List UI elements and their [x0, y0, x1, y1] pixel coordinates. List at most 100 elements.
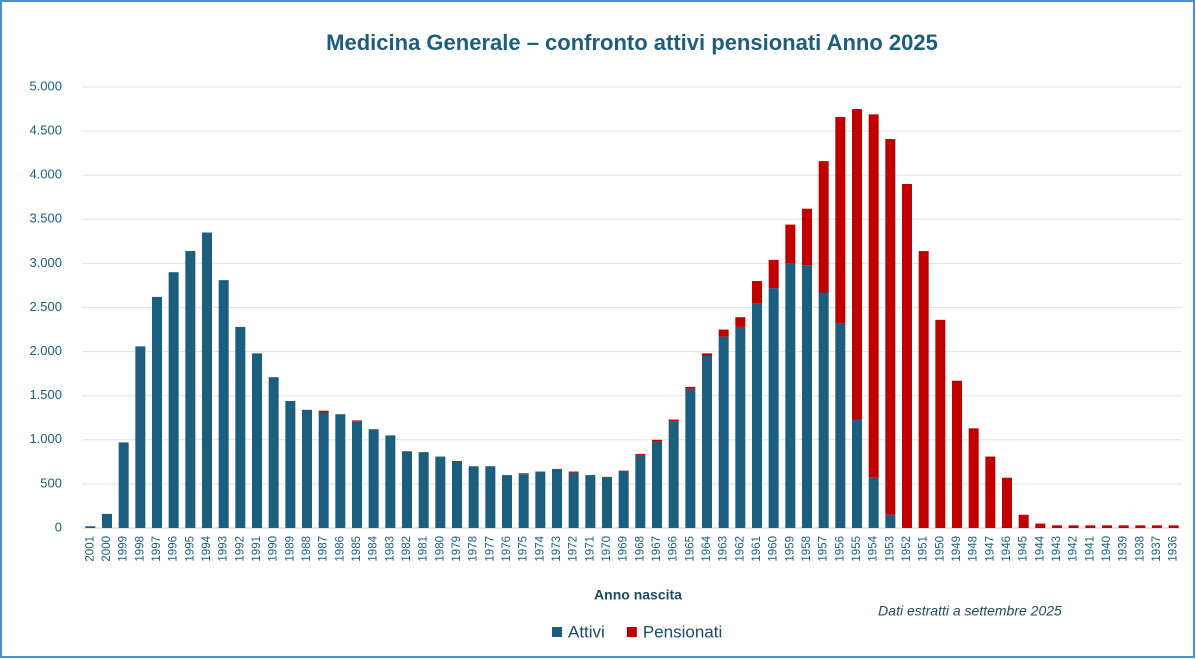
x-tick-label: 1966: [668, 536, 680, 562]
x-tick-label: 1947: [984, 536, 996, 562]
bar-segment: [802, 265, 812, 528]
bar-segment: [518, 474, 529, 528]
bar-segment: [602, 476, 612, 478]
x-tick-label: 1945: [1018, 536, 1030, 562]
legend-swatch: [626, 627, 637, 637]
bar-segment: [285, 400, 296, 528]
bar-segment: [718, 329, 729, 337]
x-axis-label: Anno nascita: [594, 587, 682, 603]
chart-title: Medicina Generale – confronto attivi pen…: [326, 30, 938, 55]
x-tick-label: 1936: [1168, 536, 1180, 562]
bar-segment: [685, 388, 696, 528]
bar-segment: [1135, 525, 1146, 528]
legend-swatch: [552, 627, 562, 637]
x-tick-label: 1995: [184, 536, 196, 562]
bar-segment: [968, 428, 979, 528]
bar-segment: [135, 346, 146, 528]
bar-segment: [835, 116, 846, 324]
x-tick-label: 1986: [334, 536, 346, 562]
bar-segment: [485, 466, 496, 528]
bar-segment: [202, 232, 212, 528]
bar-segment: [102, 513, 112, 528]
y-tick-label: 3.000: [29, 255, 62, 270]
x-tick-label: 1978: [468, 536, 480, 562]
x-tick-label: 1985: [351, 536, 363, 562]
bar-segment: [1052, 525, 1062, 528]
bar-segment: [935, 319, 946, 528]
bar-segment: [1118, 525, 1129, 528]
bar-segment: [652, 441, 662, 528]
x-tick-label: 1987: [318, 536, 330, 562]
bar-segment: [885, 514, 896, 528]
x-tick-label: 1975: [518, 536, 530, 562]
legend-label: Pensionati: [643, 622, 722, 641]
bar-segment: [702, 356, 712, 528]
x-tick-label: 1977: [484, 536, 496, 562]
x-tick-label: 1949: [951, 536, 963, 562]
x-tick-label: 1968: [634, 536, 646, 562]
x-tick-label: 1959: [784, 536, 796, 562]
bar-segment: [952, 380, 962, 528]
bar-segment: [885, 139, 896, 515]
x-tick-label: 1976: [501, 536, 513, 562]
x-tick-label: 1941: [1084, 536, 1096, 562]
bar-segment: [668, 421, 679, 528]
bar-segment: [1068, 525, 1079, 528]
x-tick-label: 1973: [551, 536, 563, 562]
bar-segment: [85, 526, 96, 528]
bar-segment: [402, 451, 412, 528]
bar-segment: [552, 468, 562, 470]
bar-segment: [1002, 477, 1012, 528]
bar-segment: [1102, 525, 1112, 528]
x-tick-label: 2001: [84, 536, 96, 562]
bar-segment: [252, 353, 262, 528]
bar-segment: [602, 477, 612, 528]
bar-segment: [868, 114, 879, 478]
bar-segment: [585, 475, 596, 528]
bar-segment: [535, 471, 546, 528]
bar-segment: [702, 353, 712, 357]
bar-segment: [218, 280, 229, 528]
x-tick-label: 1983: [384, 536, 396, 562]
bar-segment: [902, 184, 912, 528]
bar-segment: [768, 288, 779, 528]
bar-segment: [1035, 523, 1046, 528]
bar-segment: [668, 419, 679, 422]
x-tick-label: 1991: [251, 536, 263, 562]
bar-segment: [518, 473, 529, 475]
bar-segment: [468, 466, 479, 528]
x-tick-label: 1946: [1001, 536, 1013, 562]
bar-segment: [452, 461, 462, 528]
bar-segment: [985, 456, 996, 528]
x-tick-label: 1954: [868, 535, 880, 561]
x-tick-label: 1971: [584, 536, 596, 562]
x-tick-label: 1960: [768, 536, 780, 562]
bar-segment: [818, 161, 829, 293]
x-tick-label: 1957: [818, 536, 830, 562]
bar-segment: [568, 472, 579, 528]
x-tick-label: 1958: [801, 536, 813, 562]
x-tick-label: 1965: [684, 536, 696, 562]
bar-segment: [618, 470, 629, 472]
bar-segment: [118, 442, 129, 528]
x-tick-label: 1940: [1101, 536, 1113, 562]
y-tick-label: 2.500: [29, 299, 62, 314]
y-tick-label: 4.000: [29, 167, 62, 182]
bar-segment: [418, 452, 429, 528]
bar-segment: [185, 251, 196, 528]
x-tick-label: 1997: [151, 536, 163, 562]
bar-segment: [735, 326, 746, 528]
x-tick-label: 1982: [401, 536, 413, 562]
x-tick-label: 1950: [934, 536, 946, 562]
x-tick-label: 1962: [734, 536, 746, 562]
bar-segment: [502, 475, 512, 528]
bar-segment: [568, 471, 579, 473]
x-tick-label: 1969: [618, 536, 630, 562]
x-tick-label: 1979: [451, 536, 463, 562]
x-tick-label: 1974: [534, 535, 546, 561]
x-tick-label: 1970: [601, 536, 613, 562]
bar-segment: [1152, 525, 1162, 528]
bar-segment: [735, 317, 746, 327]
y-tick-label: 1.500: [29, 387, 62, 402]
